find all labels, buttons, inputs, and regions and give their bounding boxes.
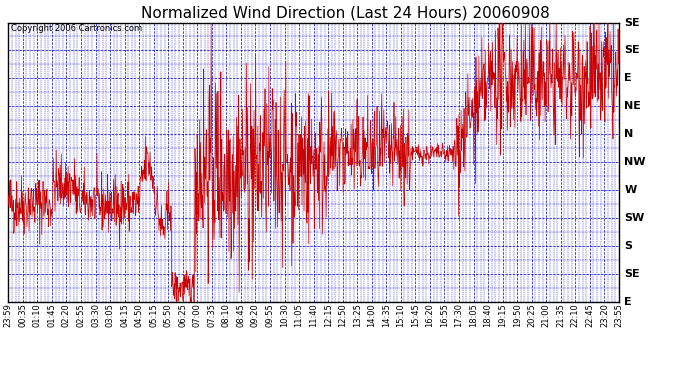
Text: E: E [624, 74, 632, 83]
Text: Normalized Wind Direction (Last 24 Hours) 20060908: Normalized Wind Direction (Last 24 Hours… [141, 6, 549, 21]
Text: W: W [624, 185, 637, 195]
Text: NW: NW [624, 157, 646, 167]
Text: NE: NE [624, 101, 642, 111]
Text: SW: SW [624, 213, 644, 223]
Text: S: S [624, 241, 633, 251]
Text: SE: SE [624, 18, 640, 27]
Text: Copyright 2006 Cartronics.com: Copyright 2006 Cartronics.com [11, 24, 142, 33]
Text: E: E [624, 297, 632, 307]
Text: SE: SE [624, 269, 640, 279]
Text: N: N [624, 129, 633, 139]
Text: SE: SE [624, 45, 640, 56]
